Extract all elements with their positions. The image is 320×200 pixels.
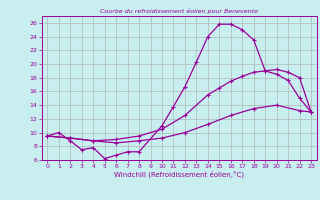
X-axis label: Windchill (Refroidissement éolien,°C): Windchill (Refroidissement éolien,°C) <box>114 171 244 178</box>
Title: Courbe du refroidissement éolien pour Benevente: Courbe du refroidissement éolien pour Be… <box>100 9 258 14</box>
